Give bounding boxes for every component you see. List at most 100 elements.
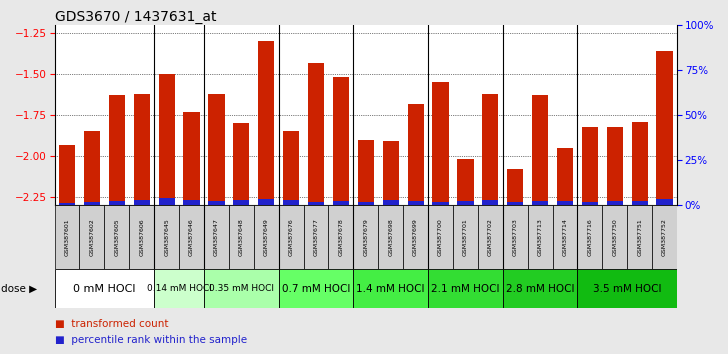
Bar: [408, 104, 424, 205]
Bar: [453, 205, 478, 269]
Bar: [408, 201, 424, 205]
Text: GSM387646: GSM387646: [189, 218, 194, 256]
Bar: [582, 126, 598, 205]
Bar: [108, 201, 125, 205]
Bar: [279, 205, 304, 269]
Text: GSM387645: GSM387645: [164, 218, 169, 256]
Bar: [204, 205, 229, 269]
Bar: [507, 169, 523, 205]
Text: GSM387703: GSM387703: [513, 218, 518, 256]
Bar: [304, 205, 328, 269]
Text: 0.14 mM HOCl: 0.14 mM HOCl: [146, 284, 212, 293]
Bar: [283, 200, 299, 205]
Bar: [357, 140, 374, 205]
Bar: [55, 269, 154, 308]
Bar: [482, 94, 499, 205]
Bar: [283, 131, 299, 205]
Text: GSM387751: GSM387751: [637, 218, 642, 256]
Bar: [478, 205, 503, 269]
Bar: [179, 205, 204, 269]
Text: GSM387605: GSM387605: [114, 218, 119, 256]
Bar: [154, 205, 179, 269]
Bar: [632, 201, 648, 205]
Bar: [233, 123, 250, 205]
Text: ■  percentile rank within the sample: ■ percentile rank within the sample: [55, 335, 247, 344]
Bar: [379, 205, 403, 269]
Bar: [208, 94, 224, 205]
Bar: [59, 144, 75, 205]
Bar: [130, 205, 154, 269]
Text: GSM387699: GSM387699: [413, 218, 418, 256]
Text: GSM387713: GSM387713: [537, 218, 542, 256]
Bar: [652, 205, 677, 269]
Text: 0.7 mM HOCl: 0.7 mM HOCl: [282, 284, 350, 293]
Text: GSM387678: GSM387678: [339, 218, 344, 256]
Bar: [432, 202, 448, 205]
Text: 2.1 mM HOCl: 2.1 mM HOCl: [431, 284, 499, 293]
Bar: [229, 205, 254, 269]
Bar: [383, 200, 399, 205]
Bar: [432, 82, 448, 205]
Bar: [383, 141, 399, 205]
Bar: [482, 200, 499, 205]
Bar: [577, 205, 602, 269]
Text: GSM387702: GSM387702: [488, 218, 493, 256]
Text: 0 mM HOCl: 0 mM HOCl: [73, 284, 135, 293]
Text: GSM387606: GSM387606: [139, 218, 144, 256]
Text: GSM387601: GSM387601: [65, 218, 70, 256]
Text: GSM387698: GSM387698: [388, 218, 393, 256]
Bar: [258, 41, 274, 205]
Bar: [258, 199, 274, 205]
Bar: [233, 200, 250, 205]
Bar: [279, 269, 353, 308]
Text: GSM387716: GSM387716: [587, 218, 593, 256]
Bar: [254, 205, 279, 269]
Bar: [353, 205, 379, 269]
Bar: [577, 269, 677, 308]
Bar: [428, 269, 503, 308]
Bar: [104, 205, 130, 269]
Bar: [183, 112, 199, 205]
Text: GDS3670 / 1437631_at: GDS3670 / 1437631_at: [55, 10, 216, 24]
Bar: [308, 63, 324, 205]
Text: GSM387700: GSM387700: [438, 218, 443, 256]
Text: GSM387701: GSM387701: [463, 218, 468, 256]
Text: 3.5 mM HOCl: 3.5 mM HOCl: [593, 284, 662, 293]
Bar: [403, 205, 428, 269]
Bar: [657, 199, 673, 205]
Bar: [457, 201, 473, 205]
Bar: [79, 205, 104, 269]
Bar: [582, 202, 598, 205]
Bar: [84, 131, 100, 205]
Text: GSM387647: GSM387647: [214, 218, 219, 256]
Text: GSM387750: GSM387750: [612, 218, 617, 256]
Text: 0.35 mM HOCl: 0.35 mM HOCl: [209, 284, 274, 293]
Text: GSM387714: GSM387714: [563, 218, 568, 256]
Bar: [328, 205, 353, 269]
Bar: [657, 51, 673, 205]
Bar: [528, 205, 553, 269]
Bar: [602, 205, 628, 269]
Bar: [503, 205, 528, 269]
Bar: [503, 269, 577, 308]
Bar: [159, 74, 175, 205]
Text: GSM387648: GSM387648: [239, 218, 244, 256]
Bar: [507, 202, 523, 205]
Bar: [606, 126, 623, 205]
Bar: [532, 201, 548, 205]
Bar: [457, 159, 473, 205]
Bar: [553, 205, 577, 269]
Bar: [357, 202, 374, 205]
Bar: [159, 198, 175, 205]
Bar: [134, 94, 150, 205]
Text: GSM387649: GSM387649: [264, 218, 269, 256]
Text: 2.8 mM HOCl: 2.8 mM HOCl: [506, 284, 574, 293]
Bar: [59, 203, 75, 205]
Text: GSM387679: GSM387679: [363, 218, 368, 256]
Text: ■  transformed count: ■ transformed count: [55, 319, 168, 329]
Bar: [428, 205, 453, 269]
Bar: [208, 201, 224, 205]
Bar: [108, 95, 125, 205]
Bar: [628, 205, 652, 269]
Bar: [84, 202, 100, 205]
